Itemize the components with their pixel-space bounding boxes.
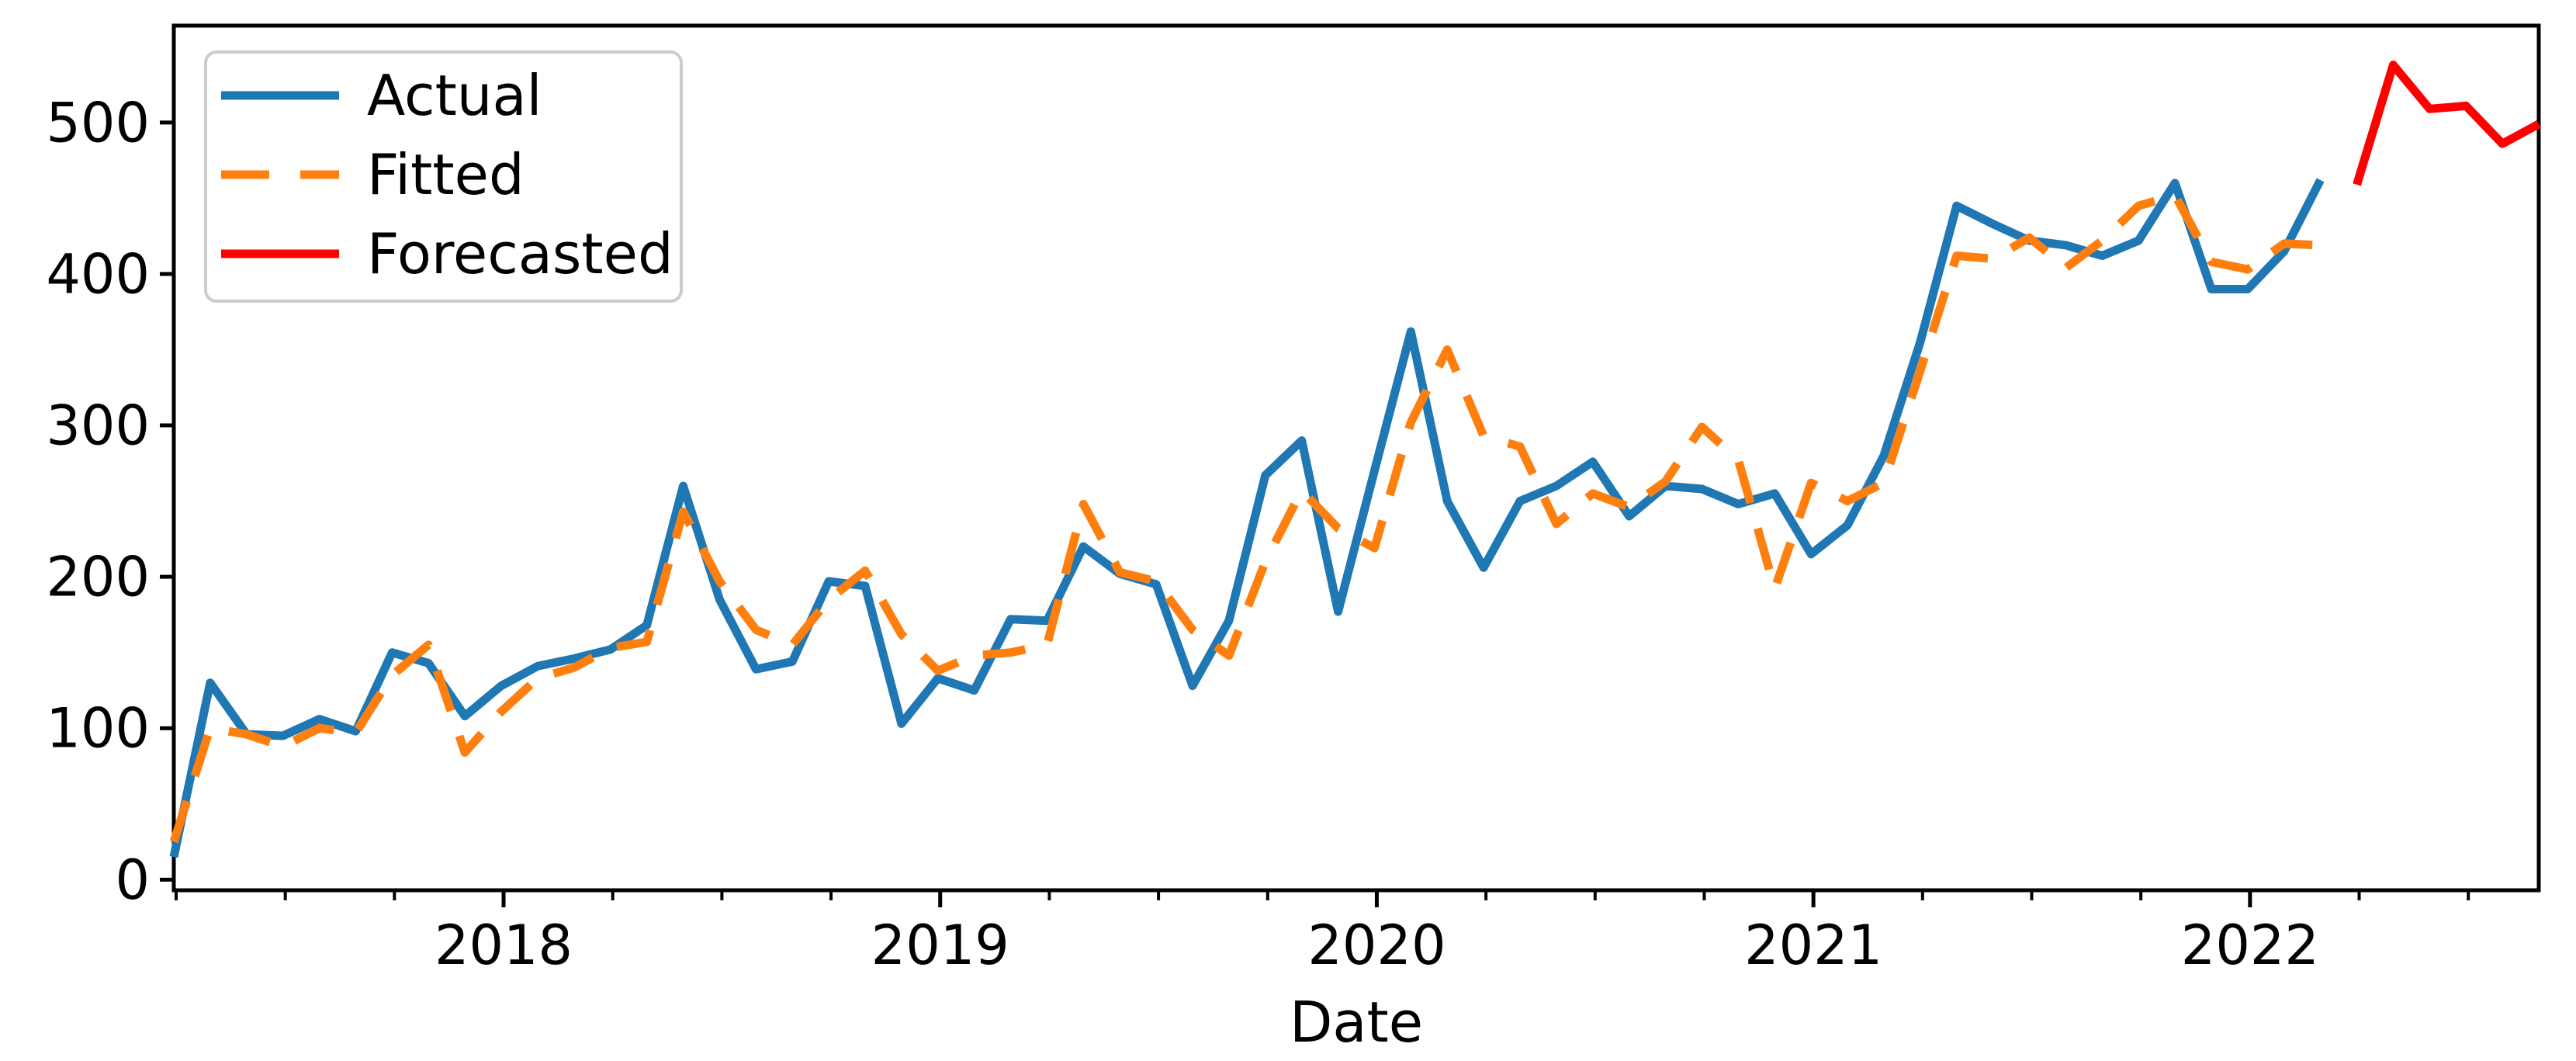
legend-box: [204, 50, 683, 303]
legend-item-fitted: Fitted: [221, 142, 525, 207]
x-tick-label: 2022: [2181, 914, 2319, 977]
y-tick-label: 500: [46, 91, 150, 154]
series-fitted: [169, 191, 2321, 844]
x-tick-label: 2021: [1744, 914, 1882, 977]
series-forecasted: [2353, 61, 2541, 186]
y-tick-label: 200: [46, 546, 150, 609]
legend-item-actual: Actual: [221, 63, 542, 128]
legend: Actual Fitted Forecasted: [204, 50, 683, 303]
x-tick-label: 2018: [435, 914, 573, 977]
y-tick-label: 400: [46, 242, 150, 306]
legend-label-forecasted: Forecasted: [367, 221, 673, 286]
series-actual: [169, 178, 2325, 858]
y-tick-label: 0: [115, 848, 150, 912]
plot-border: [171, 23, 2541, 893]
legend-label-actual: Actual: [367, 63, 542, 128]
axes: 0 100 200 300 400 500 2018 2019 2020 2021 2022: [46, 23, 2541, 977]
legend-label-fitted: Fitted: [367, 142, 525, 207]
x-axis-title: Date: [1290, 990, 1423, 1055]
legend-item-forecasted: Forecasted: [221, 221, 673, 286]
y-tick-label: 100: [46, 697, 150, 761]
x-tick-label: 2019: [871, 914, 1009, 977]
x-tick-label: 2020: [1307, 914, 1446, 977]
series-lines: [169, 61, 2541, 858]
y-tick-label: 300: [46, 394, 150, 458]
